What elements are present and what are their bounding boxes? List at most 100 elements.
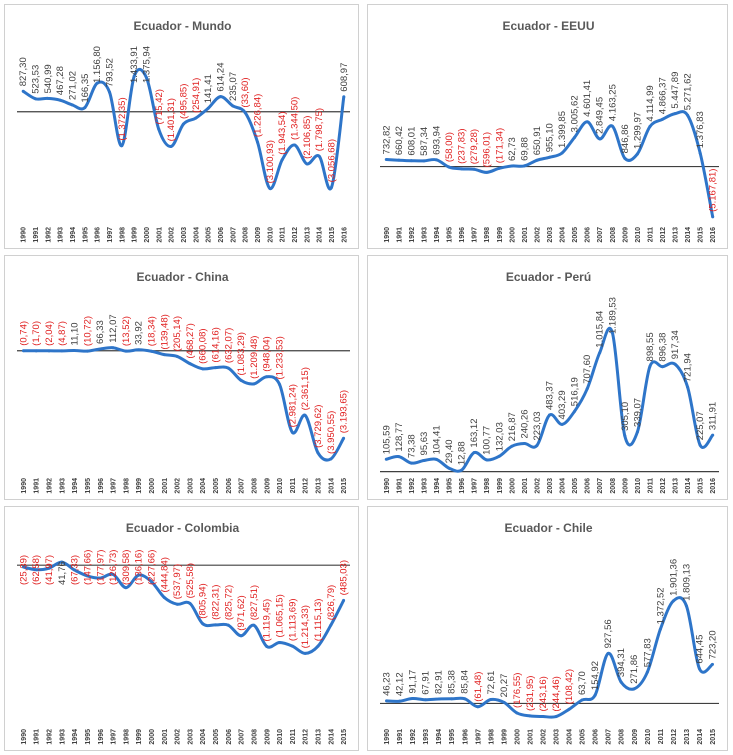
data-point (623, 156, 627, 160)
data-point (162, 595, 166, 599)
data-point (515, 711, 519, 715)
data-point (510, 164, 514, 168)
x-tick-label: 2004 (193, 227, 200, 243)
data-point (671, 599, 675, 603)
x-tick-label: 2006 (593, 729, 600, 745)
data-label: 11,10 (70, 322, 81, 345)
data-point (661, 117, 664, 121)
x-tick-label: 1999 (136, 478, 143, 494)
data-label: (1.401,31) (166, 98, 177, 141)
data-point (548, 155, 551, 159)
x-tick-label: 1995 (449, 729, 456, 745)
x-tick-label: 2002 (534, 227, 541, 243)
x-tick-label: 2008 (619, 729, 626, 745)
data-label: (1.798,75) (314, 108, 325, 151)
x-tick-label: 2015 (329, 227, 336, 243)
data-label: 4.601,41 (582, 80, 593, 117)
chart-panel-peru: Ecuador - Perú 105,59 1990 128,77 1991 73,38 1… (367, 255, 728, 500)
data-label: 1.299,97 (632, 112, 643, 149)
chart-panel-eeuu: Ecuador - EEUU 732,82 1990 660,42 1991 608,01… (367, 4, 728, 249)
data-point (111, 346, 115, 350)
data-point (489, 698, 493, 702)
x-tick-label: 1990 (21, 478, 28, 494)
x-tick-label: 1990 (384, 478, 391, 494)
x-tick-label: 2000 (514, 729, 521, 745)
data-point (316, 644, 320, 648)
x-tick-label: 2005 (572, 478, 579, 494)
x-tick-label: 2016 (710, 478, 717, 494)
chart-panel-colombia: Ecuador - Colombia (25,39) 1990 (62,58) 1991… (4, 506, 359, 751)
x-tick-label: 2013 (673, 227, 680, 243)
data-point (710, 662, 714, 666)
x-tick-label: 1993 (59, 478, 66, 494)
data-label: 62,73 (507, 137, 518, 161)
data-label: 112,07 (108, 314, 119, 342)
chart-panel-china: Ecuador - China (0,74) 1990 (1,70) 1991 (2,04… (4, 255, 359, 500)
data-label: 5.271,62 (683, 73, 694, 110)
data-label: (126,73) (108, 550, 119, 585)
x-tick-label: 2001 (527, 729, 534, 745)
data-label: 732,82 (381, 125, 392, 154)
data-label: 235,07 (228, 72, 239, 101)
data-label: (1.233,53) (275, 336, 286, 379)
data-label: 67,91 (421, 671, 432, 695)
data-point (120, 144, 124, 148)
x-tick-label: 1991 (34, 478, 41, 494)
data-point (397, 455, 401, 459)
data-point (169, 144, 173, 148)
data-label: (3.950,55) (326, 411, 337, 454)
x-tick-label: 2006 (585, 478, 592, 494)
data-point (265, 375, 269, 379)
data-point (606, 651, 610, 655)
data-point (535, 444, 539, 448)
data-point (560, 422, 564, 426)
x-tick-label: 1998 (119, 227, 126, 243)
x-tick-label: 1991 (34, 729, 41, 745)
data-label: 305,10 (620, 402, 631, 431)
x-tick-label: 2011 (290, 478, 297, 493)
data-label: (1.083,29) (236, 332, 247, 375)
data-point (329, 457, 333, 461)
x-tick-label: 2001 (522, 227, 529, 243)
data-label: 20,27 (499, 674, 510, 698)
x-tick-label: 1996 (98, 729, 105, 745)
data-label: (596,01) (482, 132, 493, 167)
data-label: 223,03 (532, 411, 543, 440)
data-point (422, 159, 426, 163)
x-tick-label: 2012 (671, 729, 678, 745)
data-label: 707,60 (582, 355, 593, 384)
x-tick-label: 2016 (341, 227, 348, 243)
data-label: (254,91) (191, 78, 202, 113)
data-point (188, 601, 192, 605)
data-point (58, 98, 62, 102)
data-label: (614,16) (211, 327, 222, 362)
data-point (585, 387, 589, 391)
data-point (303, 413, 307, 417)
data-label: (2.361,15) (300, 367, 311, 410)
x-tick-label: 1990 (384, 227, 391, 243)
x-tick-label: 1991 (33, 227, 40, 243)
x-tick-label: 1992 (47, 478, 54, 494)
data-label: 1.372,52 (655, 587, 666, 624)
data-label: (632,07) (223, 328, 234, 363)
data-point (98, 347, 102, 351)
chart-svg-colombia: Ecuador - Colombia (25,39) 1990 (62,58) 1991… (17, 521, 350, 745)
x-tick-label: 2014 (685, 478, 692, 494)
data-point (645, 670, 649, 674)
data-label: 644,45 (694, 635, 705, 664)
data-point (485, 170, 489, 174)
data-point (293, 143, 296, 147)
data-point (573, 135, 577, 139)
x-tick-label: 1998 (484, 227, 491, 243)
x-tick-label: 2012 (303, 478, 310, 494)
data-point (305, 162, 309, 166)
data-label: 29,40 (444, 439, 455, 463)
data-label: 82,91 (434, 670, 445, 694)
data-label: (25,39) (18, 555, 29, 585)
data-label: (822,31) (211, 585, 222, 620)
data-label: (18,34) (146, 316, 157, 346)
data-label: (971,62) (236, 595, 247, 630)
x-tick-label: 2014 (328, 729, 335, 745)
x-tick-label: 2009 (264, 729, 271, 745)
data-point (278, 641, 282, 645)
